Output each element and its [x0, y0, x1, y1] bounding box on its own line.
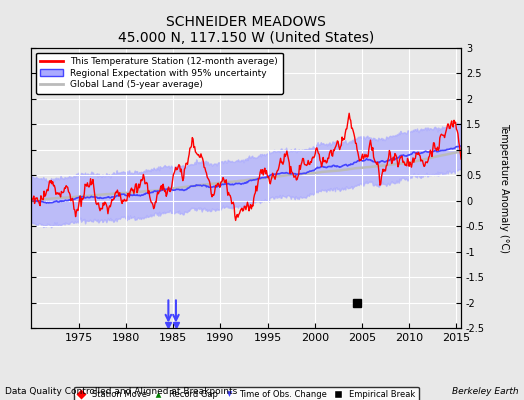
Text: Data Quality Controlled and Aligned at Breakpoints: Data Quality Controlled and Aligned at B…	[5, 387, 237, 396]
Title: SCHNEIDER MEADOWS
45.000 N, 117.150 W (United States): SCHNEIDER MEADOWS 45.000 N, 117.150 W (U…	[118, 15, 375, 46]
Text: Berkeley Earth: Berkeley Earth	[452, 387, 519, 396]
Legend: Station Move, Record Gap, Time of Obs. Change, Empirical Break: Station Move, Record Gap, Time of Obs. C…	[74, 386, 419, 400]
Y-axis label: Temperature Anomaly (°C): Temperature Anomaly (°C)	[499, 123, 509, 253]
